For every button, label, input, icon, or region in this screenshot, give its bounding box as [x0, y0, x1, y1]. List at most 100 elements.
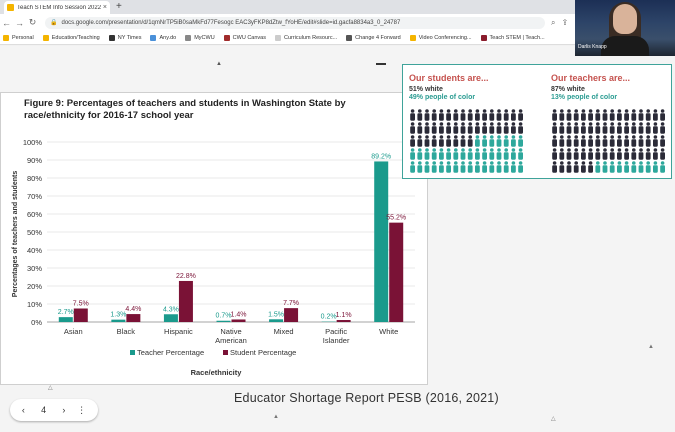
- legend-swatch: [223, 350, 228, 355]
- back-icon[interactable]: ←: [2, 17, 11, 28]
- person-icon: [645, 148, 651, 160]
- person-icon: [617, 161, 622, 173]
- person-icon: [417, 109, 423, 121]
- bookmark-item[interactable]: MyCWU: [185, 34, 215, 41]
- bar-teacher: [216, 320, 231, 322]
- person-icon: [559, 122, 565, 134]
- person-icon: [431, 161, 437, 173]
- data-label: 0.2%: [321, 314, 337, 321]
- bar-teacher: [58, 317, 73, 322]
- person-icon: [581, 161, 586, 173]
- person-icon: [439, 135, 444, 147]
- x-tick-label: American: [215, 336, 247, 345]
- person-icon: [453, 109, 459, 121]
- bookmark-item[interactable]: Change 4 Forward: [346, 34, 401, 41]
- bookmark-favicon-icon: [274, 34, 281, 41]
- person-icon: [595, 135, 601, 147]
- y-tick-label: 60%: [27, 210, 42, 219]
- person-icon: [631, 135, 637, 147]
- person-icon: [439, 122, 444, 134]
- presenter-body: [601, 36, 649, 56]
- bookmark-item[interactable]: Personal: [3, 34, 34, 41]
- zoom-icon[interactable]: ⌕: [551, 17, 556, 27]
- more-options-button[interactable]: ⋮: [77, 404, 87, 415]
- person-icon: [602, 161, 608, 173]
- person-icon: [410, 135, 415, 147]
- person-icon: [503, 122, 509, 134]
- person-icon: [417, 148, 423, 160]
- reload-icon[interactable]: ↻: [28, 17, 37, 27]
- person-icon: [552, 109, 557, 121]
- person-icon: [439, 148, 444, 160]
- forward-icon[interactable]: →: [15, 17, 24, 28]
- bookmark-item[interactable]: Any.do: [150, 34, 177, 41]
- person-icon: [653, 135, 658, 147]
- person-icon: [559, 109, 565, 121]
- person-icon: [660, 135, 665, 147]
- person-icon: [475, 109, 480, 121]
- slide-decoration-triangle-icon: △: [551, 416, 556, 422]
- person-icon: [552, 135, 557, 147]
- person-icon: [581, 135, 586, 147]
- person-icon: [410, 148, 415, 160]
- x-tick-label: White: [379, 327, 398, 336]
- person-icon: [475, 148, 480, 160]
- person-icon: [496, 122, 502, 134]
- data-label: 2.7%: [58, 309, 74, 316]
- bookmark-item[interactable]: Curriculum Resourc...: [274, 34, 337, 41]
- slides-favicon-icon: [7, 4, 14, 11]
- person-icon: [617, 109, 622, 121]
- person-icon: [631, 122, 637, 134]
- person-icon: [467, 122, 473, 134]
- bookmark-item[interactable]: Teach STEM | Teach...: [480, 34, 545, 41]
- person-icon: [417, 161, 423, 173]
- chart-panel: [0, 92, 428, 385]
- person-icon: [609, 109, 615, 121]
- next-slide-button[interactable]: ›: [62, 405, 66, 415]
- person-icon: [595, 122, 601, 134]
- person-icon: [467, 135, 473, 147]
- prev-slide-button[interactable]: ‹: [21, 405, 25, 415]
- bookmarks-bar: Personal Education/Teaching NY Times Any.do…: [0, 31, 675, 45]
- data-label: 1.1%: [336, 312, 352, 319]
- bookmark-favicon-icon: [42, 34, 49, 41]
- person-icon: [581, 109, 586, 121]
- bar-teacher: [269, 319, 284, 322]
- person-icon: [431, 122, 437, 134]
- teachers-column: Our teachers are... 87% white 13% people…: [551, 65, 671, 101]
- bookmark-label: Any.do: [159, 34, 177, 41]
- person-icon: [417, 135, 423, 147]
- person-icon: [624, 148, 629, 160]
- bookmark-item[interactable]: NY Times: [108, 34, 141, 41]
- person-icon: [595, 161, 601, 173]
- person-icon: [503, 109, 509, 121]
- tab-close-icon[interactable]: ×: [102, 4, 107, 11]
- chart-title: Figure 9: Percentages of teachers and st…: [24, 98, 346, 121]
- person-icon: [559, 148, 565, 160]
- person-icon: [482, 122, 487, 134]
- person-icon: [566, 161, 572, 173]
- person-icon: [660, 122, 665, 134]
- person-icon: [518, 122, 523, 134]
- person-icon: [460, 109, 466, 121]
- person-icon: [588, 135, 593, 147]
- bookmark-label: CWU Canvas: [232, 34, 266, 41]
- url-field[interactable]: 🔒 docs.google.com/presentation/d/1qmNrTP…: [45, 16, 545, 29]
- browser-tab[interactable]: Teach STEM Info Session 2022 · Google Sl…: [4, 1, 110, 14]
- share-icon[interactable]: ⇪: [561, 18, 569, 27]
- person-icon: [660, 148, 665, 160]
- bookmark-item[interactable]: CWU Canvas: [223, 34, 266, 41]
- data-label: 0.7%: [216, 313, 232, 320]
- bookmark-item[interactable]: Education/Teaching: [42, 34, 100, 41]
- person-icon: [511, 109, 516, 121]
- new-tab-button[interactable]: +: [116, 1, 122, 12]
- person-icon: [588, 161, 593, 173]
- webcam-video: Darlis Knapp: [575, 0, 675, 56]
- person-icon: [617, 148, 622, 160]
- person-icon: [573, 135, 579, 147]
- slide-decoration-triangle-icon: ▲: [216, 61, 222, 67]
- person-icon: [453, 161, 459, 173]
- person-icon: [518, 161, 523, 173]
- bookmark-item[interactable]: Video Conferencing...: [409, 34, 472, 41]
- lock-icon: 🔒: [50, 20, 58, 26]
